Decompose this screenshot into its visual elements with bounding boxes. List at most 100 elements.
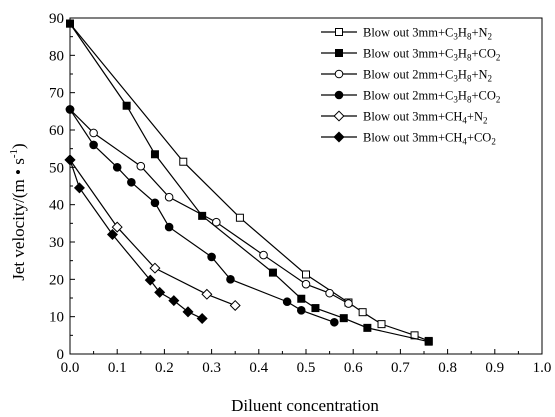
series-layer [64, 19, 433, 346]
legend-subscript: 4 [462, 137, 467, 147]
legend-text-part: Blow out 3mm+CH [363, 110, 462, 124]
data-point [339, 314, 348, 323]
y-axis-label-end: ) [9, 143, 28, 149]
legend-label: Blow out 3mm+C3H8+N2 [363, 26, 492, 42]
data-point [335, 49, 343, 57]
y-tick-label: 0 [57, 347, 65, 363]
data-point [150, 198, 160, 208]
legend-text-part: +N [471, 26, 487, 40]
legend-subscript: 2 [496, 53, 501, 63]
series-line [69, 159, 203, 320]
y-tick-label: 80 [49, 48, 64, 64]
data-point [212, 217, 221, 227]
series [64, 154, 208, 325]
data-point [363, 323, 372, 332]
legend-label: Blow out 2mm+C3H8+CO2 [363, 89, 500, 105]
y-tick-label: 60 [49, 123, 64, 139]
data-point [311, 304, 320, 313]
data-point [73, 182, 85, 194]
data-point [226, 275, 235, 284]
ticks-layer: 0.0 0.1 0.2 0.3 0.4 0.5 0.6 0.7 0.8 0.9 1.0 0 10 20 30… [49, 11, 551, 376]
x-tick-label: 0.0 [61, 360, 80, 376]
x-tick-label: 0.1 [108, 360, 127, 376]
legend-text-part: Blow out 2mm+C [363, 89, 453, 103]
legend-label: Blow out 3mm+C3H8+CO2 [363, 47, 500, 63]
x-tick-label: 0.3 [202, 360, 221, 376]
y-tick-label: 20 [49, 272, 64, 288]
legend-item: Blow out 3mm+C3H8+N2 [321, 26, 492, 42]
data-point [297, 294, 306, 303]
data-point [325, 288, 334, 298]
legend-label: Blow out 2mm+C3H8+N2 [363, 68, 492, 84]
legend-subscript: 8 [467, 74, 472, 84]
data-point [164, 222, 174, 232]
data-point [179, 157, 188, 166]
data-point [333, 110, 345, 122]
data-point [127, 177, 136, 187]
legend-subscript: 3 [453, 95, 458, 105]
data-point [112, 163, 122, 172]
data-point [136, 161, 146, 171]
data-point [198, 211, 207, 220]
legend-subscript: 2 [483, 116, 488, 126]
legend-text-part: +N [471, 68, 487, 82]
legend-subscript: 3 [453, 32, 458, 42]
legend-subscript: 4 [462, 116, 467, 126]
data-point [207, 252, 216, 262]
legend-label: Blow out 3mm+CH4+N2 [363, 110, 488, 126]
series [65, 105, 353, 308]
x-tick-label: 0.5 [297, 360, 316, 376]
legend-subscript: 8 [467, 53, 472, 63]
legend-text-part: H [458, 47, 467, 61]
legend-subscript: 3 [453, 74, 458, 84]
data-point [424, 337, 433, 346]
legend-subscript: 2 [488, 32, 493, 42]
data-point [296, 306, 306, 315]
legend-subscript: 8 [467, 32, 472, 42]
x-tick-label: 0.9 [485, 360, 504, 376]
data-point [333, 131, 345, 143]
data-point [358, 308, 367, 317]
data-point [196, 313, 208, 325]
legend-item: Blow out 2mm+C3H8+N2 [321, 68, 492, 84]
x-tick-label: 0.2 [155, 360, 174, 376]
data-point [301, 279, 311, 289]
data-point [144, 274, 156, 286]
data-point [89, 140, 98, 150]
data-point [168, 295, 180, 307]
legend-label: Blow out 3mm+CH4+CO2 [363, 131, 496, 147]
legend-subscript: 3 [453, 53, 458, 63]
x-tick-label: 0.6 [344, 360, 363, 376]
data-point [268, 268, 277, 277]
data-point [122, 101, 131, 110]
data-point [259, 250, 268, 260]
legend-text-part: Blow out 3mm+C [363, 47, 453, 61]
legend-text-part: H [458, 89, 467, 103]
legend-item: Blow out 2mm+C3H8+CO2 [321, 89, 500, 105]
data-point [377, 320, 386, 329]
series [65, 105, 339, 327]
data-point [111, 221, 123, 233]
legend-text-part: +CO [467, 131, 491, 145]
x-axis-label: Diluent concentration [231, 396, 379, 415]
data-point [154, 286, 166, 298]
data-point [201, 288, 213, 300]
y-axis-label-main: Jet velocity/(m [9, 179, 28, 281]
y-tick-label: 40 [49, 198, 64, 214]
y-tick-label: 10 [49, 310, 64, 326]
data-point [182, 306, 194, 318]
data-point [229, 299, 241, 311]
data-point [149, 262, 161, 274]
legend-subscript: 8 [467, 95, 472, 105]
y-tick-label: 70 [49, 86, 64, 102]
data-point [344, 299, 353, 308]
y-axis-label-sup: -1 [8, 149, 20, 158]
y-axis-label-dot: • [9, 165, 28, 179]
legend-text-part: Blow out 3mm+CH [363, 131, 462, 145]
legend-item: Blow out 3mm+C3H8+CO2 [321, 47, 500, 63]
x-tick-label: 0.4 [249, 360, 268, 376]
legend-text-part: +CO [471, 47, 495, 61]
legend-subscript: 2 [496, 95, 501, 105]
